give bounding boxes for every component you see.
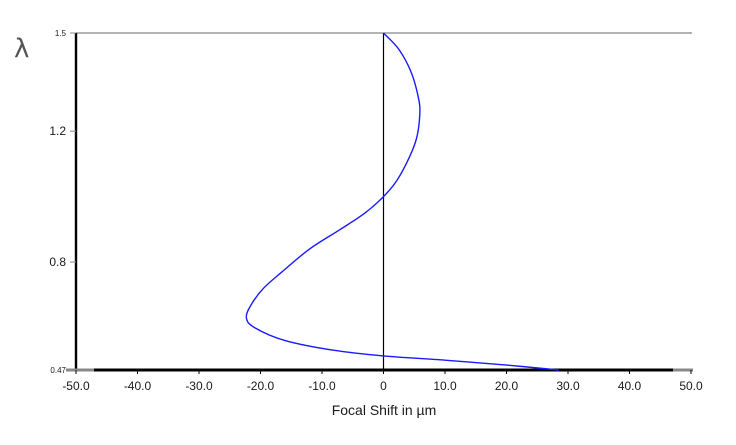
focal-shift-curve [245, 32, 559, 371]
y-axis-label: λ [14, 34, 29, 64]
x-tick-label: 30.0 [556, 379, 580, 393]
x-tick-label: 50.0 [679, 379, 703, 393]
y-tick-label: 1.5 [55, 29, 67, 38]
x-axis-label: Focal Shift in µm [332, 402, 437, 418]
y-axis-ticks: 0.47 0.8 1.2 1.5 [49, 29, 76, 375]
x-tick-label: 20.0 [495, 379, 519, 393]
x-tick-label: -50.0 [62, 379, 90, 393]
x-tick-label: -10.0 [308, 379, 336, 393]
x-tick-label: -20.0 [247, 379, 275, 393]
y-tick-label: 0.8 [49, 255, 66, 269]
series-layer [245, 32, 559, 371]
y-tick-label: 1.2 [49, 124, 66, 138]
x-tick-label: 40.0 [618, 379, 642, 393]
x-tick-label: -30.0 [185, 379, 213, 393]
x-axis-ticks: -50.0 -40.0 -30.0 -20.0 -10.0 0 10.0 20.0 30.0 40… [62, 370, 703, 393]
y-tick-label: 0.47 [50, 366, 66, 375]
x-tick-label: 10.0 [433, 379, 457, 393]
x-tick-label: 0 [380, 379, 387, 393]
x-tick-label: -40.0 [124, 379, 152, 393]
